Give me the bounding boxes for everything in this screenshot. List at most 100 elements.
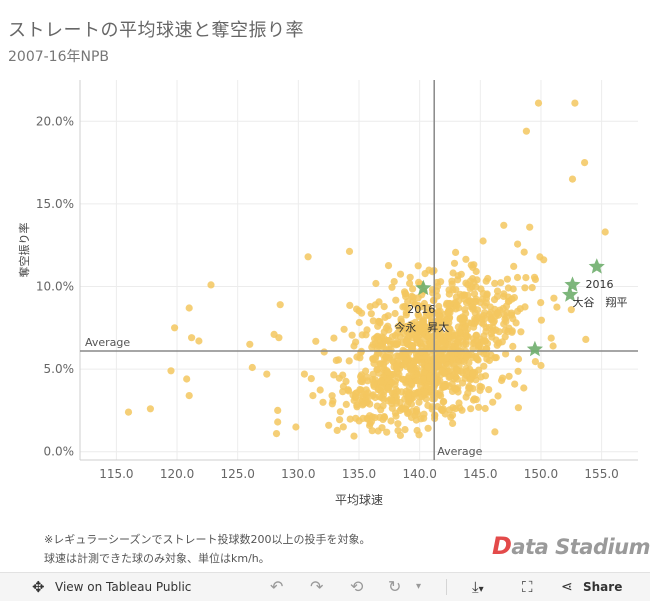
highlight-star — [564, 276, 581, 292]
data-point — [274, 406, 282, 414]
tableau-toolbar: ✥ View on Tableau Public ↶ ↷ ⟲ ↻ ▾ ⤓▾ ⛶ … — [0, 572, 650, 601]
data-point — [350, 396, 358, 404]
data-point — [402, 309, 410, 317]
data-point — [383, 428, 391, 436]
data-point — [400, 330, 408, 338]
data-point — [399, 324, 407, 332]
data-point — [263, 370, 271, 378]
scatter-chart[interactable]: 115.0 120.0 125.0 130.0 135.0 140.0 145.0 150.0… — [0, 0, 650, 520]
forward-icon[interactable]: ↻ — [388, 577, 402, 596]
data-point — [248, 363, 256, 372]
data-point — [445, 373, 453, 381]
data-point — [472, 331, 480, 340]
data-point — [339, 371, 347, 379]
data-point — [440, 383, 448, 391]
x-tick-label: 150.0 — [524, 467, 558, 481]
x-tick-label: 125.0 — [221, 467, 255, 481]
data-point — [384, 262, 393, 270]
data-point — [534, 99, 543, 107]
data-point — [394, 420, 402, 428]
share-icon[interactable]: ⋖ — [561, 579, 573, 595]
data-point — [406, 362, 414, 370]
undo-icon[interactable]: ↶ — [270, 577, 284, 596]
data-point — [503, 308, 511, 317]
data-point — [520, 384, 528, 392]
data-point — [348, 331, 356, 339]
data-point — [469, 339, 477, 347]
data-point — [415, 431, 423, 439]
data-point — [537, 299, 545, 307]
data-point — [384, 384, 392, 392]
data-point — [330, 371, 338, 379]
redo-icon[interactable]: ↷ — [310, 577, 324, 596]
data-point — [475, 403, 483, 411]
data-point — [339, 423, 347, 431]
data-point — [464, 291, 472, 299]
data-point — [406, 325, 414, 333]
data-point — [388, 283, 396, 291]
x-tick-label: 140.0 — [402, 467, 436, 481]
fullscreen-icon[interactable]: ⛶ — [522, 578, 533, 596]
data-point — [470, 323, 478, 331]
data-point — [453, 375, 461, 383]
data-point — [362, 367, 370, 375]
data-point — [514, 404, 523, 412]
data-point — [540, 256, 548, 264]
data-point — [377, 406, 385, 414]
data-point — [369, 376, 377, 384]
data-point — [418, 348, 426, 356]
data-point — [422, 308, 430, 316]
data-point — [272, 430, 281, 438]
data-point — [435, 302, 443, 310]
data-point — [480, 362, 488, 370]
data-point — [185, 392, 193, 400]
data-point — [372, 333, 381, 341]
data-point — [481, 372, 490, 380]
data-point — [502, 350, 510, 358]
highlight-star — [588, 258, 605, 274]
data-point — [549, 342, 557, 350]
data-point — [567, 306, 575, 314]
x-tick-label: 155.0 — [584, 467, 618, 481]
data-point — [553, 303, 561, 311]
data-point — [498, 376, 506, 385]
data-point — [582, 335, 590, 343]
data-point — [363, 326, 371, 334]
x-axis-label: 平均球速 — [335, 493, 383, 507]
data-point — [387, 346, 395, 354]
data-point — [514, 367, 522, 375]
share-button[interactable]: Share — [583, 580, 623, 594]
data-point — [422, 395, 430, 403]
data-point — [531, 358, 540, 366]
data-point — [481, 309, 489, 317]
data-point — [362, 390, 370, 398]
download-icon[interactable]: ⤓▾ — [472, 578, 484, 596]
data-point — [307, 375, 315, 383]
y-average-label: Average — [85, 336, 130, 349]
data-point — [276, 301, 284, 309]
data-point — [185, 304, 193, 312]
data-point — [481, 337, 489, 345]
data-point — [444, 328, 452, 337]
data-point — [458, 337, 466, 345]
data-point — [473, 276, 481, 284]
dropdown-icon[interactable]: ▾ — [416, 581, 422, 592]
view-on-tableau-link[interactable]: View on Tableau Public — [55, 580, 192, 594]
data-point — [396, 270, 405, 278]
data-point — [358, 331, 366, 339]
data-point — [371, 301, 379, 309]
data-point — [503, 275, 511, 283]
chart-title: ストレートの平均球速と奪空振り率 — [8, 20, 304, 41]
move-icon[interactable]: ✥ — [32, 578, 45, 596]
data-point — [336, 408, 344, 416]
revert-icon[interactable]: ⟲ — [350, 577, 364, 596]
data-point — [316, 386, 324, 394]
data-point — [422, 352, 430, 361]
data-stadium-logo: Data Stadium — [492, 532, 650, 560]
data-point — [368, 427, 376, 435]
y-tick-label: 5.0% — [44, 362, 75, 376]
data-point — [369, 317, 377, 325]
data-point — [369, 391, 377, 399]
data-point — [450, 384, 458, 392]
data-point — [319, 398, 327, 406]
